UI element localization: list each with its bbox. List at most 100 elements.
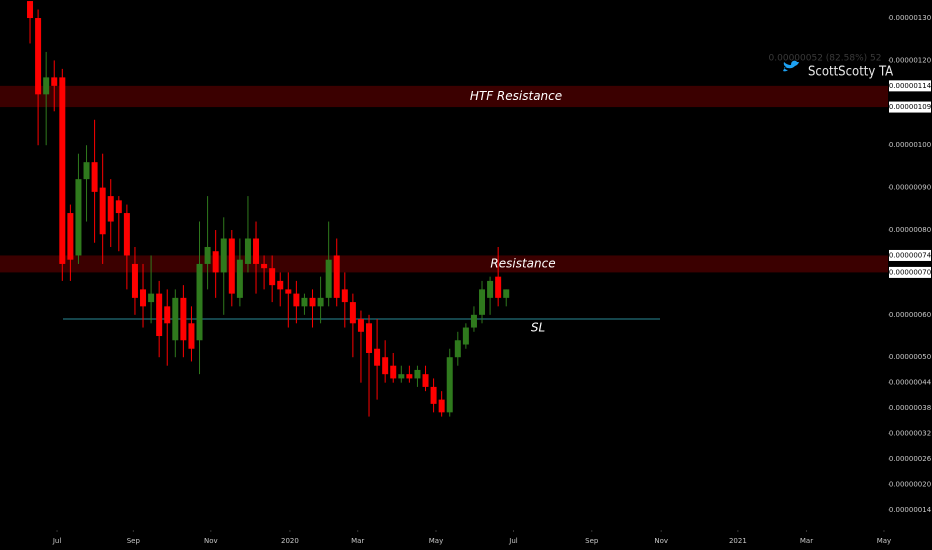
x-tick-label: Mar [800, 537, 813, 545]
candle-body [91, 162, 98, 192]
candle-body [293, 293, 300, 307]
price-box-label: 0.00000114 [889, 82, 932, 90]
x-tick-label: Nov [204, 537, 218, 545]
candle-body [430, 386, 437, 404]
y-tick-label: 0.00000120 [889, 56, 931, 64]
candle-body [374, 348, 381, 366]
candle-body [180, 297, 187, 341]
y-tick-label: 0.00000020 [889, 480, 931, 488]
candle-body [107, 196, 114, 222]
candle-body [301, 297, 308, 307]
candle-body [317, 297, 324, 307]
candle-body [357, 319, 364, 332]
candle-body [43, 77, 50, 95]
candle-body [75, 179, 82, 256]
candle-body [495, 276, 502, 298]
candle-body [131, 263, 138, 298]
candle-body [244, 238, 251, 264]
candle-body [236, 259, 243, 298]
price-box-label: 0.00000070 [889, 268, 931, 276]
candle-body [67, 213, 74, 260]
x-tick-label: Mar [351, 537, 364, 545]
candle-body [487, 280, 494, 298]
candle-body [479, 289, 486, 315]
x-tick-label: May [429, 537, 443, 545]
x-tick-label: Jul [508, 537, 518, 545]
y-tick-label: 0.00000050 [889, 353, 931, 361]
sl-label: SL [531, 321, 545, 335]
y-tick-label: 0.00000080 [889, 226, 931, 234]
candle-body [390, 365, 397, 379]
y-tick-label: 0.00000038 [889, 404, 931, 412]
candle-body [99, 187, 106, 235]
candle-body [115, 200, 122, 214]
candle-body [277, 280, 284, 290]
candle-body [253, 238, 260, 264]
candle-body [422, 374, 429, 387]
candle-body [204, 246, 211, 264]
y-tick-label: 0.00000044 [889, 379, 932, 387]
zone-label: Resistance [490, 256, 555, 270]
candle-body [406, 374, 413, 379]
candle-body [414, 369, 421, 379]
candle-body [27, 1, 34, 19]
candle-body [172, 297, 179, 341]
price-box [889, 249, 931, 261]
y-tick-label: 0.00000060 [889, 311, 931, 319]
candle-body [269, 268, 276, 286]
x-tick-label: May [877, 537, 891, 545]
candle-body [285, 289, 292, 294]
x-tick-label: Sep [127, 537, 141, 545]
candle-body [51, 77, 58, 86]
candle-body [438, 399, 445, 413]
candle-body [503, 289, 510, 298]
candle-body [164, 306, 171, 324]
x-tick-label: 2020 [281, 537, 299, 545]
candle-body [462, 327, 469, 345]
zone-label: HTF Resistance [470, 89, 562, 103]
candle-body [341, 289, 348, 303]
candle-body [261, 263, 268, 269]
zone [0, 85, 888, 108]
y-tick-label: 0.00000130 [889, 14, 931, 22]
candle-body [188, 323, 195, 349]
candle-body [148, 293, 155, 303]
y-tick-label: 0.00000014 [889, 506, 932, 514]
candle-body [156, 293, 163, 337]
x-tick-label: Nov [654, 537, 668, 545]
y-tick-label: 0.00000090 [889, 184, 931, 192]
candle-body [228, 238, 235, 294]
y-tick-label: 0.00000026 [889, 455, 932, 463]
candle-body [398, 374, 405, 379]
price-box [889, 266, 931, 278]
y-tick-label: 0.00000032 [889, 430, 931, 438]
candle-body [59, 77, 66, 264]
candle-body [470, 314, 477, 328]
price-box-label: 0.00000074 [889, 251, 932, 259]
candle-body [123, 213, 130, 256]
candle-body [309, 297, 316, 307]
candle-body [35, 18, 42, 95]
watermark: ScottScotty TA [808, 65, 893, 80]
candle-body [333, 255, 340, 298]
x-tick-label: Sep [585, 537, 599, 545]
candle-body [325, 259, 332, 298]
candle-body [366, 323, 373, 353]
price-box [889, 101, 931, 113]
price-box [889, 80, 931, 92]
price-box-label: 0.00000109 [889, 103, 931, 111]
candle-body [349, 302, 356, 324]
candle-body [454, 340, 461, 358]
twitter-icon [783, 60, 799, 72]
candle-body [212, 251, 219, 273]
candle-body [220, 238, 227, 273]
candle-body [140, 289, 147, 307]
x-tick-label: Jul [52, 537, 62, 545]
change-text: 0.00000052 (82.58%) 52 [769, 54, 882, 64]
candle-body [83, 162, 90, 180]
candle-body [382, 357, 389, 375]
y-tick-label: 0.00000100 [889, 141, 931, 149]
